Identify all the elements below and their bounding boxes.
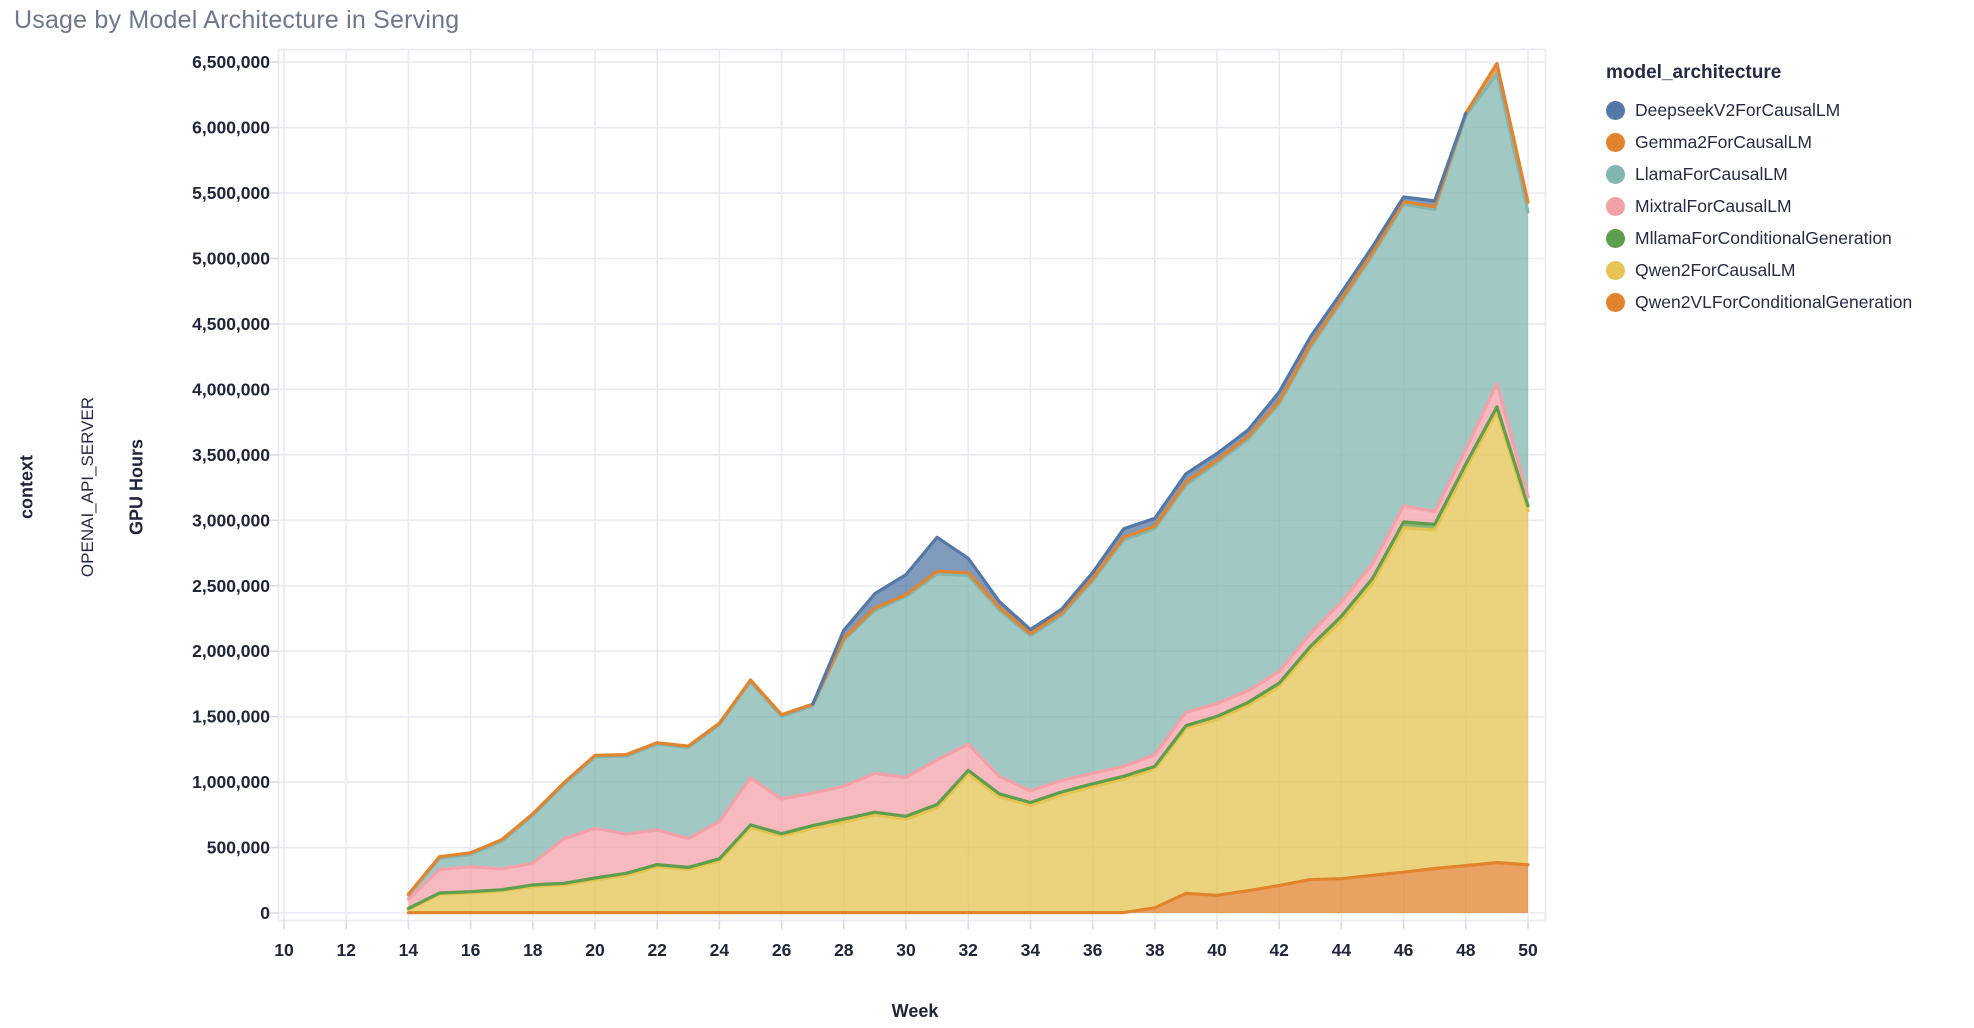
y-tick-label: 4,000,000 <box>192 379 270 399</box>
x-tick-label: 10 <box>274 940 294 960</box>
x-tick-label: 44 <box>1332 940 1352 960</box>
legend-item-Gemma2ForCausalLM[interactable]: Gemma2ForCausalLM <box>1606 133 1912 152</box>
x-tick-label: 26 <box>772 940 792 960</box>
legend-swatch-icon <box>1606 101 1625 120</box>
legend-swatch-icon <box>1606 197 1625 216</box>
y-tick-label: 5,000,000 <box>192 249 270 269</box>
legend-item-Qwen2VLForConditionalGeneration[interactable]: Qwen2VLForConditionalGeneration <box>1606 293 1912 312</box>
y-tick-label: 500,000 <box>207 838 271 858</box>
x-tick-label: 22 <box>647 940 667 960</box>
x-tick-label: 12 <box>336 940 356 960</box>
x-tick-label: 16 <box>461 940 481 960</box>
y-tick-label: 5,500,000 <box>192 183 270 203</box>
line-Qwen2VLForConditionalGeneration <box>406 861 1530 915</box>
area-LlamaForCausalLM <box>408 73 1528 900</box>
y-tick-label: 3,500,000 <box>192 445 270 465</box>
y-tick-label: 6,500,000 <box>192 52 270 72</box>
x-tick-label: 14 <box>399 940 419 960</box>
y-tick-label: 4,500,000 <box>192 314 270 334</box>
legend-item-label: MllamaForConditionalGeneration <box>1635 228 1892 248</box>
legend-item-MllamaForConditionalGeneration[interactable]: MllamaForConditionalGeneration <box>1606 229 1912 248</box>
legend-swatch-icon <box>1606 165 1625 184</box>
line-MixtralForCausalLM <box>406 382 1530 901</box>
legend-swatch-icon <box>1606 261 1625 280</box>
x-tick-label: 34 <box>1021 940 1041 960</box>
line-DeepseekV2ForCausalLM <box>811 111 1468 706</box>
area-MixtralForCausalLM <box>408 383 1528 909</box>
legend-item-label: Qwen2VLForConditionalGeneration <box>1635 292 1913 312</box>
x-tick-label: 50 <box>1518 940 1538 960</box>
legend-swatch-icon <box>1606 229 1625 248</box>
x-tick-label: 20 <box>585 940 605 960</box>
area-Qwen2VLForConditionalGeneration <box>408 862 1528 913</box>
x-tick-label: 48 <box>1456 940 1476 960</box>
x-tick-label: 38 <box>1145 940 1165 960</box>
x-tick-label: 40 <box>1207 940 1227 960</box>
y-tick-label: 2,500,000 <box>192 576 270 596</box>
legend-swatch-icon <box>1606 133 1625 152</box>
line-MllamaForConditionalGeneration <box>406 405 1530 910</box>
x-tick-label: 28 <box>834 940 854 960</box>
x-tick-label: 46 <box>1394 940 1414 960</box>
legend-item-label: Qwen2ForCausalLM <box>1635 260 1796 280</box>
y-tick-label: 1,000,000 <box>192 772 270 792</box>
legend-title: model_architecture <box>1606 62 1782 83</box>
x-tick-label: 18 <box>523 940 543 960</box>
x-axis-title: Week <box>891 1001 939 1021</box>
x-tick-label: 36 <box>1083 940 1103 960</box>
line-Gemma2ForCausalLM <box>406 61 1530 896</box>
legend-item-label: MixtralForCausalLM <box>1635 196 1792 216</box>
y-tick-label: 6,000,000 <box>192 118 270 138</box>
y-tick-label: 3,000,000 <box>192 510 270 530</box>
y-tick-label: 1,500,000 <box>192 707 270 727</box>
legend: model_architecture DeepseekV2ForCausalLM… <box>1606 62 1912 325</box>
x-tick-label: 42 <box>1269 940 1289 960</box>
legend-item-label: Gemma2ForCausalLM <box>1635 132 1812 152</box>
x-tick-label: 32 <box>958 940 978 960</box>
plot-border <box>277 48 1547 922</box>
area-Qwen2ForCausalLM <box>408 411 1528 913</box>
legend-swatch-icon <box>1606 293 1625 312</box>
x-tick-label: 24 <box>710 940 730 960</box>
line-Qwen2ForCausalLM <box>406 410 1530 912</box>
y-tick-label: 2,000,000 <box>192 641 270 661</box>
legend-items: DeepseekV2ForCausalLM Gemma2ForCausalLM Ll… <box>1606 101 1912 312</box>
chart-title: Usage by Model Architecture in Serving <box>14 6 460 34</box>
legend-item-DeepseekV2ForCausalLM[interactable]: DeepseekV2ForCausalLM <box>1606 101 1912 120</box>
legend-item-label: DeepseekV2ForCausalLM <box>1635 100 1841 120</box>
legend-item-MixtralForCausalLM[interactable]: MixtralForCausalLM <box>1606 197 1912 216</box>
legend-item-Qwen2ForCausalLM[interactable]: Qwen2ForCausalLM <box>1606 261 1912 280</box>
y-tick-label: 0 <box>260 903 270 923</box>
x-tick-label: 30 <box>896 940 916 960</box>
legend-item-LlamaForCausalLM[interactable]: LlamaForCausalLM <box>1606 165 1912 184</box>
legend-item-label: LlamaForCausalLM <box>1635 164 1788 184</box>
